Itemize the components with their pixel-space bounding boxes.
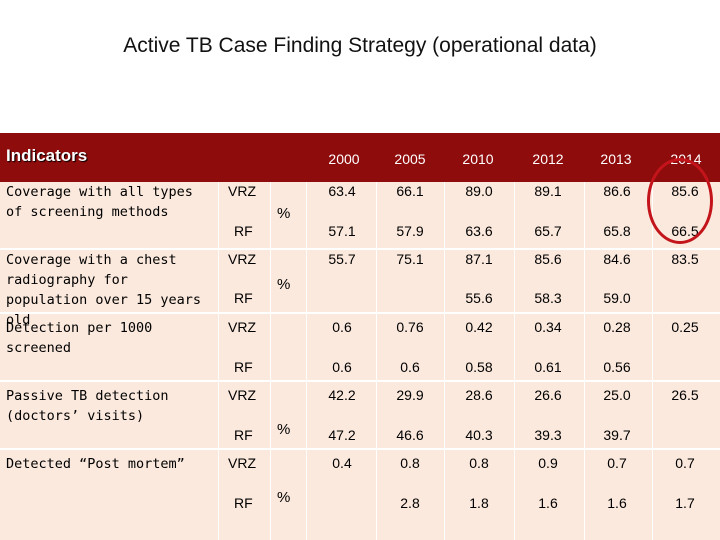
value-cell: 46.6 <box>396 427 424 443</box>
indicator-label: Detected “Post mortem” <box>6 456 185 472</box>
country-label-vrz: VRZ <box>228 387 256 403</box>
country-label-rf: RF <box>234 290 253 306</box>
value-cell: 65.7 <box>534 223 562 239</box>
value-cell: 0.25 <box>671 319 699 335</box>
value-cell: 28.6 <box>465 387 493 403</box>
row-divider <box>0 248 720 250</box>
value-cell: 89.0 <box>465 183 493 199</box>
column-divider <box>218 182 219 540</box>
value-cell: 1.8 <box>469 495 489 511</box>
column-divider <box>376 182 377 540</box>
value-cell: 0.42 <box>465 319 493 335</box>
unit-label: % <box>277 276 291 293</box>
value-cell: 57.1 <box>328 223 356 239</box>
value-cell: 40.3 <box>465 427 493 443</box>
year-header-2005: 2005 <box>394 151 426 167</box>
value-cell: 0.6 <box>332 359 352 375</box>
column-divider <box>584 182 585 540</box>
value-cell: 0.61 <box>534 359 562 375</box>
table-header <box>0 133 720 182</box>
column-divider <box>514 182 515 540</box>
slide-title: Active TB Case Finding Strategy (operati… <box>123 34 597 57</box>
column-divider <box>270 182 271 540</box>
indicator-label: Coverage with all types of screening met… <box>6 184 193 220</box>
country-label-vrz: VRZ <box>228 251 256 267</box>
value-cell: 0.58 <box>465 359 493 375</box>
value-cell: 57.9 <box>396 223 424 239</box>
value-cell: 83.5 <box>671 251 699 267</box>
unit-label: % <box>277 421 291 438</box>
value-cell: 1.6 <box>607 495 627 511</box>
value-cell: 0.4 <box>332 455 352 471</box>
value-cell: 84.6 <box>603 251 631 267</box>
row-divider <box>0 448 720 450</box>
value-cell: 0.8 <box>400 455 420 471</box>
country-label-vrz: VRZ <box>228 455 256 471</box>
column-divider <box>306 182 307 540</box>
value-cell: 59.0 <box>603 290 631 306</box>
value-cell: 0.8 <box>469 455 489 471</box>
value-cell: 1.7 <box>675 495 695 511</box>
year-header-2000: 2000 <box>328 151 360 167</box>
row-divider <box>0 312 720 314</box>
value-cell: 1.6 <box>538 495 558 511</box>
country-label-rf: RF <box>234 223 253 239</box>
column-divider <box>652 182 653 540</box>
value-cell: 0.6 <box>400 359 420 375</box>
column-divider <box>444 182 445 540</box>
indicator-label: Coverage with a chest radiography for po… <box>6 252 202 328</box>
year-header-2013: 2013 <box>600 151 632 167</box>
value-cell: 63.6 <box>465 223 493 239</box>
indicator-label: Passive TB detection (doctors’ visits) <box>6 388 169 424</box>
value-cell: 2.8 <box>400 495 420 511</box>
value-cell: 39.7 <box>603 427 631 443</box>
country-label-rf: RF <box>234 427 253 443</box>
value-cell: 0.76 <box>396 319 424 335</box>
value-cell: 29.9 <box>396 387 424 403</box>
value-cell: 87.1 <box>465 251 493 267</box>
year-header-2010: 2010 <box>462 151 494 167</box>
value-cell: 55.7 <box>328 251 356 267</box>
value-cell: 89.1 <box>534 183 562 199</box>
unit-label: % <box>277 205 291 222</box>
value-cell: 39.3 <box>534 427 562 443</box>
value-cell: 0.56 <box>603 359 631 375</box>
value-cell: 0.7 <box>675 455 695 471</box>
value-cell: 47.2 <box>328 427 356 443</box>
value-cell: 25.0 <box>603 387 631 403</box>
value-cell: 0.28 <box>603 319 631 335</box>
highlight-circle <box>647 158 713 244</box>
value-cell: 0.6 <box>332 319 352 335</box>
value-cell: 26.6 <box>534 387 562 403</box>
country-label-rf: RF <box>234 359 253 375</box>
year-header-2012: 2012 <box>532 151 564 167</box>
value-cell: 0.34 <box>534 319 562 335</box>
value-cell: 0.9 <box>538 455 558 471</box>
value-cell: 26.5 <box>671 387 699 403</box>
unit-label: % <box>277 489 291 506</box>
country-label-vrz: VRZ <box>228 183 256 199</box>
value-cell: 0.7 <box>607 455 627 471</box>
country-label-rf: RF <box>234 495 253 511</box>
value-cell: 65.8 <box>603 223 631 239</box>
indicators-header: Indicators <box>6 146 88 165</box>
value-cell: 86.6 <box>603 183 631 199</box>
value-cell: 42.2 <box>328 387 356 403</box>
value-cell: 66.1 <box>396 183 424 199</box>
value-cell: 58.3 <box>534 290 562 306</box>
row-divider <box>0 380 720 382</box>
value-cell: 75.1 <box>396 251 424 267</box>
value-cell: 85.6 <box>534 251 562 267</box>
value-cell: 63.4 <box>328 183 356 199</box>
indicator-label: Detection per 1000 screened <box>6 320 153 356</box>
table-body <box>0 182 720 540</box>
value-cell: 55.6 <box>465 290 493 306</box>
country-label-vrz: VRZ <box>228 319 256 335</box>
